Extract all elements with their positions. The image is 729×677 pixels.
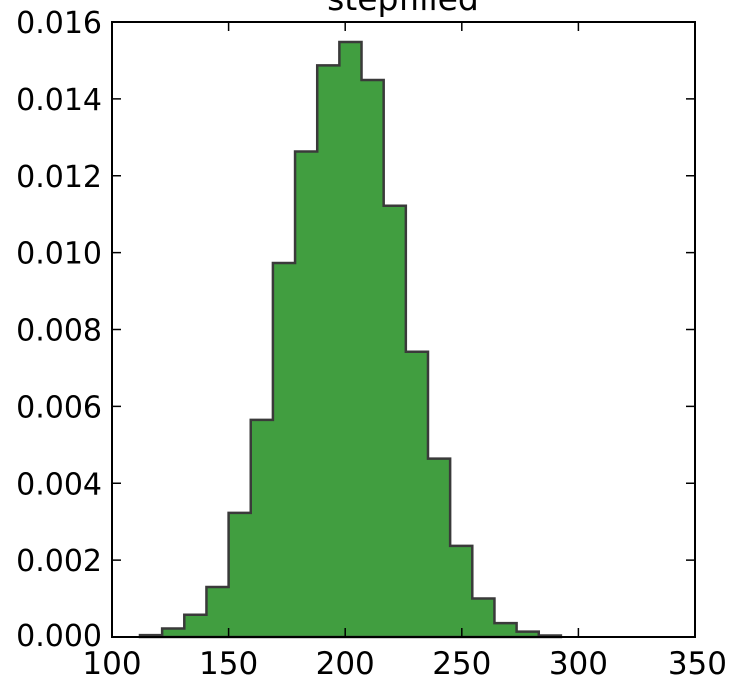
x-tick-label: 100 [82, 646, 141, 677]
histogram-bin-7 [295, 152, 317, 637]
chart-title: stepfilled [327, 0, 479, 18]
histogram-bin-2 [184, 615, 206, 637]
histogram-bin-13 [428, 459, 450, 637]
histogram-bin-15 [472, 599, 494, 637]
y-tick-label: 0.014 [16, 83, 102, 118]
histogram-bin-14 [450, 546, 472, 637]
histogram-bin-5 [251, 420, 273, 637]
y-tick-label: 0.006 [16, 390, 102, 425]
histogram-bin-16 [494, 623, 516, 637]
histogram-bin-11 [384, 206, 406, 637]
x-tick-label: 150 [199, 646, 258, 677]
histogram-bin-3 [206, 587, 228, 637]
y-tick-label: 0.000 [16, 619, 102, 654]
x-tick-label: 300 [549, 646, 608, 677]
histogram-bin-6 [273, 263, 295, 637]
x-tick-label: 350 [668, 646, 727, 677]
histogram-area [138, 40, 563, 639]
x-tick-label: 250 [432, 646, 491, 677]
y-tick-label: 0.016 [16, 6, 102, 41]
histogram-bin-4 [229, 513, 251, 637]
y-tick-label: 0.010 [16, 237, 102, 272]
y-tick-label: 0.012 [16, 160, 102, 195]
histogram-bin-1 [162, 629, 184, 637]
histogram-bin-10 [362, 80, 384, 637]
y-tick-label: 0.004 [16, 467, 102, 502]
y-tick-label: 0.002 [16, 544, 102, 579]
y-tick-label: 0.008 [16, 314, 102, 349]
x-tick-label: 200 [316, 646, 375, 677]
histogram-bin-9 [339, 42, 361, 637]
histogram-bin-12 [406, 352, 428, 637]
histogram-bin-8 [317, 65, 339, 637]
